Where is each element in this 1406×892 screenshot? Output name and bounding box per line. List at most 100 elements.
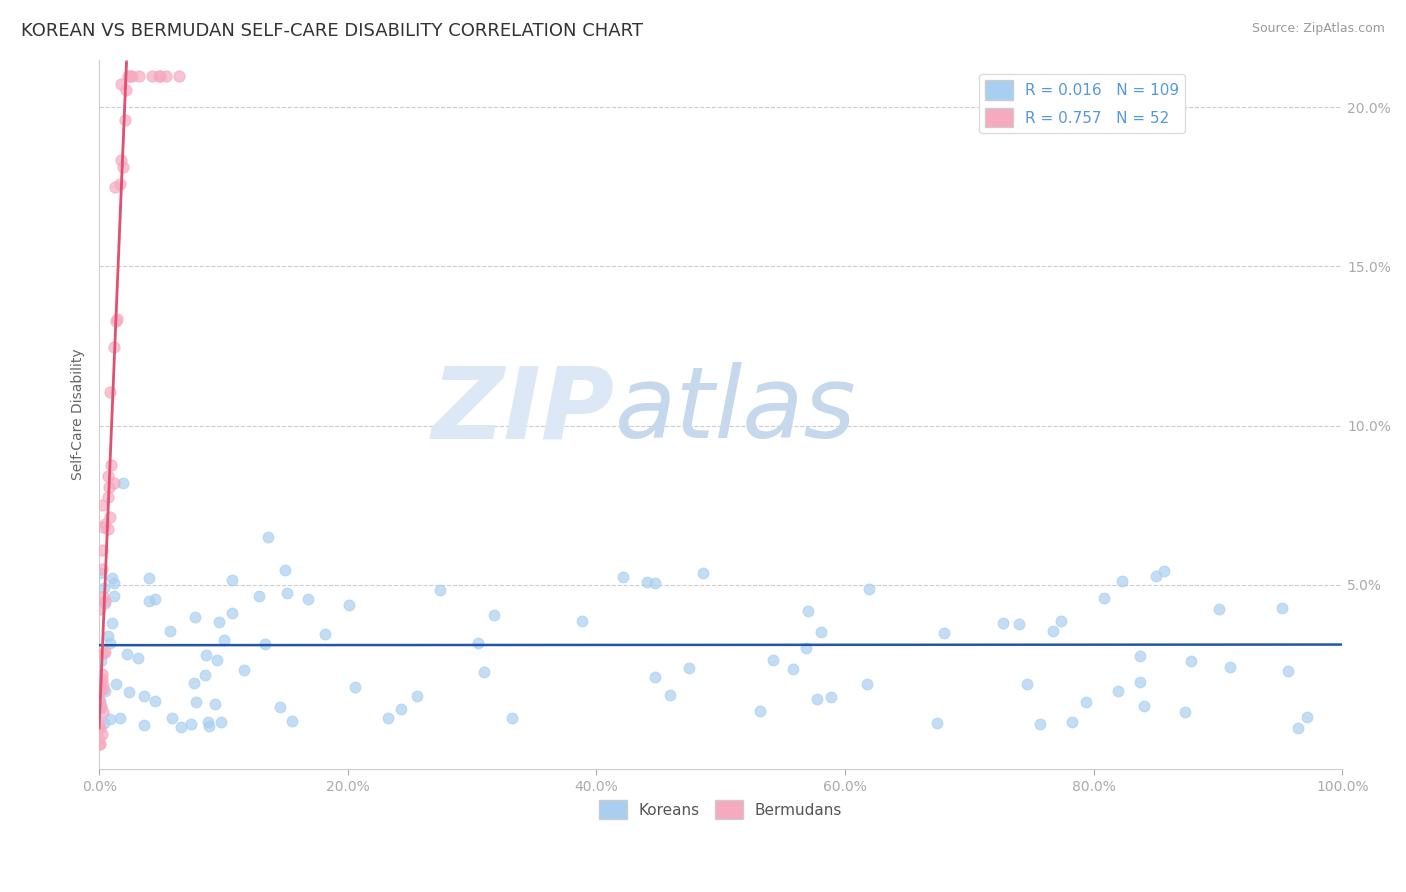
- Point: [91, 520, 114, 534]
- Point: [98, 712, 121, 726]
- Point: [337, 598, 360, 612]
- Point: [221, 574, 243, 588]
- Point: [221, 607, 243, 621]
- Point: [205, 653, 228, 667]
- Point: [692, 566, 714, 580]
- Point: [103, 476, 125, 491]
- Point: [94, 594, 117, 608]
- Point: [138, 594, 160, 608]
- Point: [1008, 617, 1031, 632]
- Point: [94, 645, 117, 659]
- Point: [1050, 614, 1073, 628]
- Point: [208, 615, 231, 629]
- Point: [184, 695, 207, 709]
- Point: [820, 690, 842, 705]
- Point: [89, 721, 111, 735]
- Point: [858, 582, 880, 596]
- Point: [91, 646, 114, 660]
- Point: [749, 704, 772, 718]
- Point: [143, 592, 166, 607]
- Point: [110, 711, 132, 725]
- Point: [89, 684, 111, 698]
- Point: [678, 661, 700, 675]
- Point: [97, 468, 120, 483]
- Point: [110, 177, 132, 191]
- Point: [159, 624, 181, 639]
- Point: [806, 692, 828, 706]
- Point: [1015, 677, 1038, 691]
- Point: [103, 576, 125, 591]
- Point: [1296, 709, 1319, 723]
- Point: [389, 702, 412, 716]
- Point: [214, 633, 236, 648]
- Point: [1174, 705, 1197, 719]
- Point: [1042, 624, 1064, 638]
- Point: [94, 597, 117, 611]
- Point: [782, 662, 804, 676]
- Point: [162, 711, 184, 725]
- Point: [925, 716, 948, 731]
- Point: [90, 543, 112, 558]
- Point: [1219, 660, 1241, 674]
- Point: [1271, 601, 1294, 615]
- Point: [184, 610, 207, 624]
- Point: [1144, 569, 1167, 583]
- Point: [89, 602, 111, 616]
- Point: [89, 717, 111, 731]
- Point: [343, 680, 366, 694]
- Point: [94, 517, 117, 532]
- Point: [991, 616, 1014, 631]
- Point: [128, 69, 150, 83]
- Point: [170, 720, 193, 734]
- Point: [472, 665, 495, 679]
- Point: [94, 684, 117, 698]
- Y-axis label: Self-Care Disability: Self-Care Disability: [72, 349, 86, 480]
- Point: [114, 112, 136, 127]
- Legend: Koreans, Bermudans: Koreans, Bermudans: [593, 794, 848, 825]
- Point: [132, 717, 155, 731]
- Point: [91, 562, 114, 576]
- Point: [194, 668, 217, 682]
- Point: [155, 69, 177, 83]
- Point: [105, 312, 128, 326]
- Point: [247, 589, 270, 603]
- Point: [197, 714, 219, 729]
- Point: [280, 714, 302, 728]
- Point: [89, 674, 111, 689]
- Point: [794, 641, 817, 656]
- Point: [1153, 564, 1175, 578]
- Point: [571, 614, 593, 628]
- Point: [797, 604, 820, 618]
- Point: [501, 711, 523, 725]
- Point: [1129, 675, 1152, 690]
- Point: [117, 69, 139, 83]
- Point: [256, 530, 278, 544]
- Point: [90, 727, 112, 741]
- Text: ZIP: ZIP: [432, 362, 614, 459]
- Point: [91, 590, 114, 604]
- Point: [1129, 649, 1152, 664]
- Point: [110, 77, 132, 91]
- Point: [141, 69, 163, 83]
- Point: [90, 498, 112, 512]
- Point: [1060, 714, 1083, 729]
- Point: [101, 615, 124, 630]
- Point: [204, 697, 226, 711]
- Point: [90, 672, 112, 686]
- Point: [115, 83, 138, 97]
- Point: [89, 693, 111, 707]
- Text: atlas: atlas: [614, 362, 856, 459]
- Text: Source: ZipAtlas.com: Source: ZipAtlas.com: [1251, 22, 1385, 36]
- Point: [127, 650, 149, 665]
- Point: [97, 630, 120, 644]
- Point: [98, 384, 121, 399]
- Point: [98, 510, 121, 524]
- Point: [93, 582, 115, 596]
- Point: [467, 636, 489, 650]
- Point: [167, 69, 190, 83]
- Point: [644, 671, 666, 685]
- Text: KOREAN VS BERMUDAN SELF-CARE DISABILITY CORRELATION CHART: KOREAN VS BERMUDAN SELF-CARE DISABILITY …: [21, 22, 643, 40]
- Point: [636, 574, 658, 589]
- Point: [1029, 717, 1052, 731]
- Point: [143, 694, 166, 708]
